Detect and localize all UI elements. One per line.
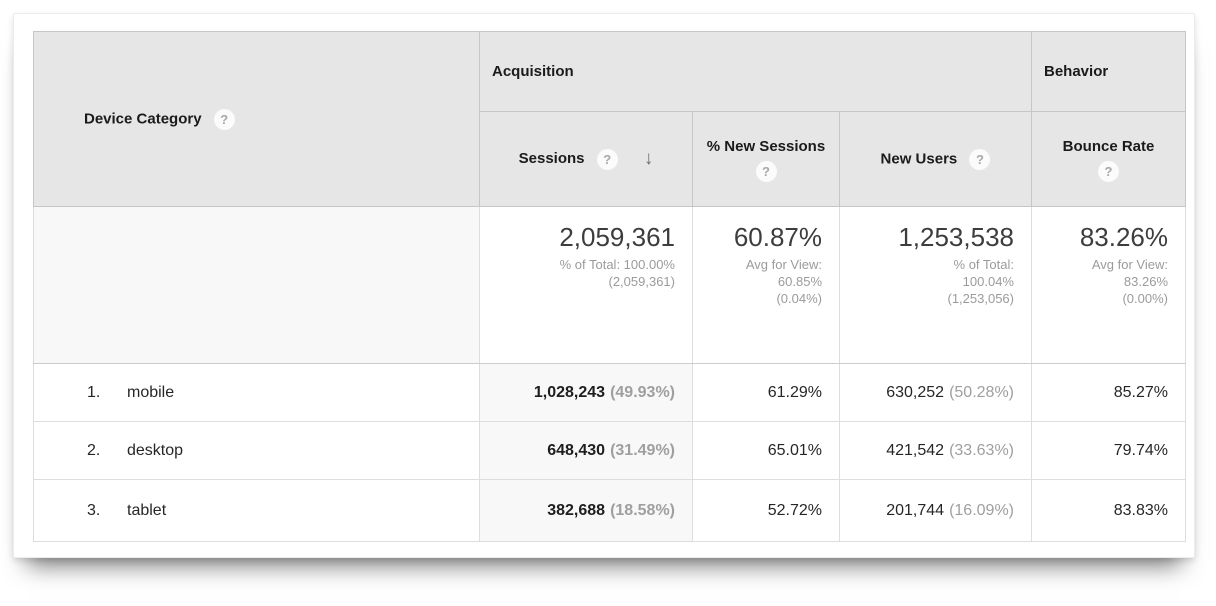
table-row: 3. tablet 382,688 (18.58%) 52.72% 201,744(… xyxy=(33,479,1186,542)
column-header-new-sessions[interactable]: % New Sessions ? xyxy=(692,111,840,207)
column-header-new-users[interactable]: New Users ? xyxy=(839,111,1032,207)
new-users-cell: 201,744 (16.09%) xyxy=(839,479,1032,542)
sessions-cell: 648,430 (31.49%) xyxy=(479,421,693,480)
help-icon[interactable]: ? xyxy=(1098,160,1119,182)
acquisition-label: Acquisition xyxy=(492,63,574,80)
totals-new-users: 1,253,538 % of Total: 100.04% (1,253,056… xyxy=(839,206,1032,364)
metric-header-row: Sessions ? ↓ % New Sessions ? New Users … xyxy=(34,111,1186,207)
new-sessions-cell: 65.01% xyxy=(692,421,840,480)
device-name: tablet xyxy=(127,501,167,519)
new-sessions-total-value: 60.87% xyxy=(733,222,822,252)
help-icon[interactable]: ? xyxy=(969,148,991,170)
device-name: desktop xyxy=(127,441,184,459)
new-sessions-cell: 52.72% xyxy=(692,479,840,542)
bounce-rate-cell: 83.83% xyxy=(1031,479,1186,542)
row-index: 3. xyxy=(87,501,101,519)
totals-bounce-rate: 83.26% Avg for View: 83.26% (0.00%) xyxy=(1031,206,1186,364)
report-card: Device Category ? Acquisition Behavior S… xyxy=(13,13,1195,558)
device-cell: 3. tablet xyxy=(33,479,480,542)
new-sessions-total-context: Avg for View: xyxy=(745,257,822,272)
help-icon[interactable]: ? xyxy=(213,108,235,130)
new-users-cell: 421,542 (33.63%) xyxy=(839,421,1032,480)
column-header-bounce-rate[interactable]: Bounce Rate ? xyxy=(1031,111,1186,207)
column-header-sessions[interactable]: Sessions ? ↓ xyxy=(479,111,693,207)
group-header-acquisition: Acquisition xyxy=(479,31,1032,112)
sort-descending-icon: ↓ xyxy=(643,148,654,169)
group-header-behavior: Behavior xyxy=(1031,31,1186,112)
help-icon[interactable]: ? xyxy=(755,160,777,182)
sessions-total-context: % of Total: 100.00% xyxy=(559,257,675,272)
device-name: mobile xyxy=(127,383,175,401)
row-index: 2. xyxy=(87,441,101,459)
sessions-label: Sessions xyxy=(518,149,585,167)
new-users-total-context: % of Total: xyxy=(953,257,1014,272)
sessions-total-value: 2,059,361 xyxy=(559,222,675,252)
bounce-rate-cell: 79.74% xyxy=(1031,421,1186,480)
device-category-label: Device Category xyxy=(84,109,202,127)
new-users-cell: 630,252 (50.28%) xyxy=(839,363,1032,422)
new-users-total-value: 1,253,538 xyxy=(898,222,1014,252)
table-row: 1. mobile 1,028,243 (49.93%) 61.29% 630,25… xyxy=(33,363,1186,422)
bounce-rate-total-context: Avg for View: xyxy=(1091,257,1168,272)
device-cell: 2. desktop xyxy=(33,421,480,480)
sessions-cell: 382,688 (18.58%) xyxy=(479,479,693,542)
group-header-row: Device Category ? Acquisition Behavior xyxy=(33,31,1186,207)
device-category-table: Device Category ? Acquisition Behavior S… xyxy=(33,31,1186,542)
device-cell: 1. mobile xyxy=(33,363,480,422)
totals-dimension-cell xyxy=(33,206,480,364)
bounce-rate-total-value: 83.26% xyxy=(1079,222,1168,252)
column-header-device-category[interactable]: Device Category ? xyxy=(33,31,480,207)
totals-new-sessions: 60.87% Avg for View: 60.85% (0.04%) xyxy=(692,206,840,364)
sessions-cell: 1,028,243 (49.93%) xyxy=(479,363,693,422)
table-row: 2. desktop 648,430 (31.49%) 65.01% 421,542… xyxy=(33,421,1186,480)
new-sessions-cell: 61.29% xyxy=(692,363,840,422)
totals-sessions: 2,059,361 % of Total: 100.00% (2,059,361… xyxy=(479,206,693,364)
totals-row: 2,059,361 % of Total: 100.00% (2,059,361… xyxy=(33,206,1186,364)
bounce-rate-label: Bounce Rate xyxy=(1062,137,1155,155)
row-index: 1. xyxy=(87,383,101,401)
behavior-label: Behavior xyxy=(1044,63,1109,80)
help-icon[interactable]: ? xyxy=(596,148,618,170)
new-users-label: New Users xyxy=(880,149,958,167)
bounce-rate-cell: 85.27% xyxy=(1031,363,1186,422)
new-sessions-label: % New Sessions xyxy=(706,137,826,155)
